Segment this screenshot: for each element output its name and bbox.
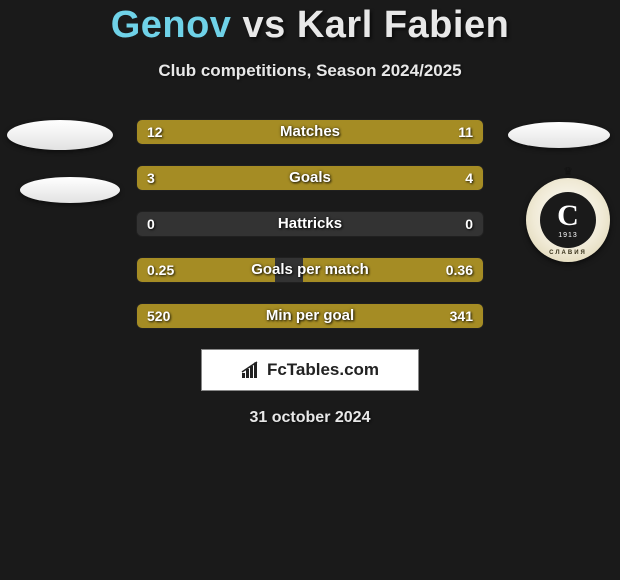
stat-value-right: 11 <box>458 120 473 144</box>
club-badge-inner: C 1913 <box>540 192 596 248</box>
stat-label: Min per goal <box>137 304 483 328</box>
stat-row: 0Hattricks0 <box>136 211 484 237</box>
stat-value-right: 0 <box>465 212 473 236</box>
player1-club-badge-1 <box>7 120 113 150</box>
player2-club-badge-2: ♛ C 1913 СЛАВИЯ <box>526 178 610 262</box>
stat-value-right: 341 <box>450 304 473 328</box>
stat-row: 3Goals4 <box>136 165 484 191</box>
stat-label: Matches <box>137 120 483 144</box>
page-title: Genov vs Karl Fabien <box>0 0 620 47</box>
club-badge-year: 1913 <box>558 232 578 239</box>
player2-name: Karl Fabien <box>297 4 509 46</box>
club-badge-banner: СЛАВИЯ <box>549 250 587 256</box>
stat-value-right: 4 <box>465 166 473 190</box>
player1-club-badge-2 <box>20 177 120 203</box>
stats-container: 12Matches11 3Goals4 0Hattricks0 0.25Goals p… <box>136 119 484 329</box>
stat-label: Goals <box>137 166 483 190</box>
stat-value-right: 0.36 <box>446 258 473 282</box>
branding[interactable]: FcTables.com <box>201 349 419 391</box>
club-badge-letter: C <box>557 201 579 231</box>
stat-row: 520Min per goal341 <box>136 303 484 329</box>
stat-row: 0.25Goals per match0.36 <box>136 257 484 283</box>
branding-text: FcTables.com <box>267 360 379 380</box>
player1-name: Genov <box>111 4 232 46</box>
vs-label: vs <box>243 4 286 46</box>
stat-label: Hattricks <box>137 212 483 236</box>
subtitle: Club competitions, Season 2024/2025 <box>0 61 620 81</box>
stat-row: 12Matches11 <box>136 119 484 145</box>
crown-icon: ♛ <box>563 167 573 178</box>
player2-club-badge-1 <box>508 122 610 148</box>
chart-bars-icon <box>241 361 261 379</box>
stat-label: Goals per match <box>137 258 483 282</box>
date-label: 31 october 2024 <box>0 409 620 427</box>
